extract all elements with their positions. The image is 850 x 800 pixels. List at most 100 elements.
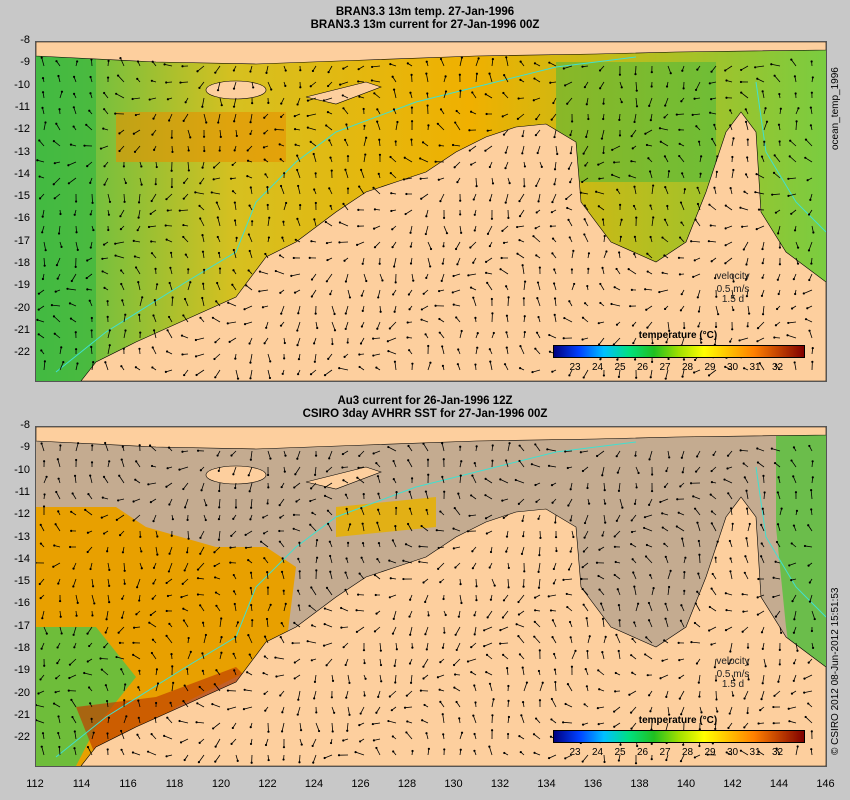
current-vector-head [515, 623, 518, 626]
current-vector-head [757, 750, 760, 753]
current-vector-head [391, 228, 394, 231]
current-vector [730, 508, 733, 516]
current-vector-head [630, 727, 633, 730]
current-vector-head [635, 376, 638, 379]
current-vector-head [315, 539, 319, 542]
current-vector-head [650, 742, 653, 746]
current-vector [788, 193, 797, 197]
current-vector-head [168, 552, 171, 555]
current-vector [358, 450, 365, 457]
current-vector-head [392, 88, 396, 91]
current-vector-head [409, 262, 413, 265]
current-vector-head [652, 184, 655, 187]
current-vector-head [637, 471, 640, 475]
current-vector-head [711, 137, 714, 141]
current-vector [168, 562, 173, 572]
current-vector [680, 754, 685, 762]
current-vector-head [402, 178, 406, 181]
current-vector-head [231, 726, 234, 730]
current-vector-head [505, 346, 508, 349]
current-vector-head [475, 585, 478, 588]
current-vector-head [419, 157, 422, 160]
current-vector-head [226, 322, 229, 325]
current-vector-head [117, 499, 120, 502]
current-vector-head [404, 543, 408, 546]
current-vector [309, 605, 317, 612]
current-vector [761, 690, 765, 700]
x-tick-label: 140 [676, 778, 696, 790]
current-vector-head [134, 113, 137, 117]
current-vector [151, 652, 157, 660]
current-vector-head [523, 331, 526, 334]
current-vector-head [778, 263, 782, 266]
current-vector-head [121, 551, 125, 554]
current-vector-head [587, 252, 591, 255]
current-vector-head [808, 278, 811, 282]
current-vector-head [359, 712, 362, 715]
current-vector-head [364, 153, 367, 156]
current-vector-head [411, 749, 414, 753]
current-vector-head [613, 573, 616, 577]
current-vector [810, 490, 813, 500]
current-vector-head [710, 469, 713, 473]
current-vector-head [119, 533, 122, 537]
current-vector [164, 63, 173, 67]
current-vector-head [748, 522, 751, 526]
current-vector-head [681, 69, 684, 72]
current-vector [489, 73, 493, 83]
current-vector [470, 241, 477, 248]
current-vector [757, 78, 765, 83]
current-vector-head [275, 675, 278, 678]
current-vector [488, 746, 493, 756]
current-vector [133, 514, 141, 521]
current-vector-head [299, 203, 302, 207]
current-vector [293, 528, 301, 532]
current-vector [425, 73, 429, 83]
current-vector-head [216, 89, 220, 92]
current-vector-head [453, 166, 456, 169]
current-vector-head [43, 264, 46, 267]
current-vector-head [681, 471, 684, 474]
current-vector-head [212, 178, 215, 181]
current-vector [582, 588, 589, 596]
current-vector [552, 636, 557, 644]
current-vector-head [787, 194, 790, 197]
current-vector [55, 491, 61, 500]
current-vector-head [793, 618, 796, 621]
current-vector [631, 722, 637, 729]
current-vector [454, 122, 461, 131]
current-vector-head [182, 119, 185, 122]
colorbar-tick-label: 30 [726, 362, 739, 373]
current-vector-head [696, 590, 699, 593]
current-vector [347, 289, 351, 298]
current-vector-head [520, 552, 524, 555]
current-vector-head [547, 756, 551, 760]
current-vector-head [745, 537, 748, 540]
current-vector-head [354, 750, 357, 754]
current-vector-head [710, 98, 713, 101]
current-vector [266, 65, 269, 73]
current-vector-head [326, 509, 330, 512]
current-vector [343, 108, 349, 115]
current-vector-head [633, 120, 636, 124]
y-tick-label: -8 [20, 34, 30, 46]
y-tick-label: -18 [14, 642, 30, 654]
current-vector-head [699, 172, 702, 175]
current-vector-head [388, 559, 391, 562]
current-vector-head [438, 688, 441, 691]
current-vector [551, 113, 557, 120]
current-vector-head [534, 347, 537, 350]
current-vector-head [358, 724, 361, 727]
current-vector [459, 594, 462, 604]
current-vector [214, 353, 221, 360]
current-vector-head [344, 571, 347, 574]
current-vector-head [504, 459, 508, 462]
current-vector-head [483, 629, 486, 632]
current-vector-head [586, 486, 589, 490]
current-vector [665, 603, 669, 612]
current-vector [762, 91, 765, 99]
current-vector-head [104, 361, 107, 364]
current-vector-head [485, 653, 489, 656]
current-vector-head [292, 256, 295, 260]
current-vector-head [473, 684, 476, 687]
